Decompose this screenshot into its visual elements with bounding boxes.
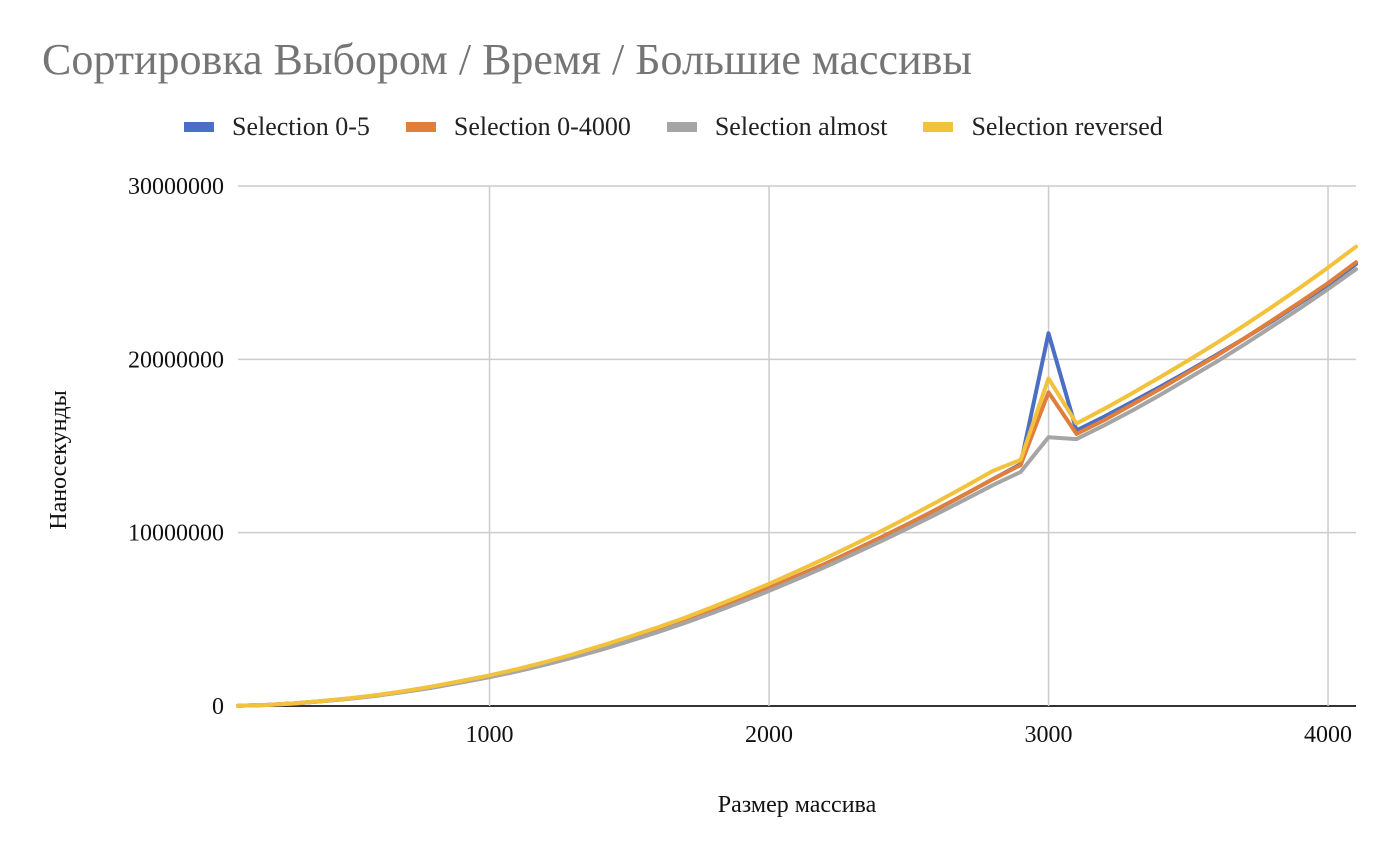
series-line-1: [236, 260, 1358, 708]
chart-title: Сортировка Выбором / Время / Большие мас…: [42, 35, 972, 84]
tick-labels: 0 10000000 20000000 30000000 1000 2000 3000 400…: [128, 174, 1352, 748]
legend-swatch: [184, 122, 214, 132]
legend-item: Selection reversed: [923, 112, 1163, 142]
chart-legend: Selection 0-5 Selection 0-4000 Selection a…: [184, 112, 1199, 142]
legend-item: Selection 0-4000: [405, 112, 631, 142]
y-tick-label: 20000000: [128, 347, 224, 373]
series-lines: [236, 244, 1358, 708]
y-tick-label: 30000000: [128, 174, 224, 200]
x-tick-label: 3000: [1025, 722, 1073, 748]
legend-item: Selection 0-5: [184, 112, 370, 142]
legend-label: Selection reversed: [971, 112, 1163, 141]
y-axis-title: Наносекунды: [46, 390, 72, 530]
y-tick-label: 0: [212, 694, 224, 720]
x-axis-title: Размер массива: [718, 792, 877, 818]
legend-label: Selection almost: [714, 112, 888, 141]
legend-swatch: [666, 122, 697, 132]
legend-swatch: [923, 122, 954, 132]
legend-label: Selection 0-4000: [453, 112, 631, 141]
x-tick-label: 4000: [1304, 722, 1352, 748]
legend-swatch: [405, 122, 436, 132]
x-tick-label: 1000: [466, 722, 514, 748]
series-line-3: [236, 244, 1358, 708]
y-tick-label: 10000000: [128, 521, 224, 547]
x-tick-label: 2000: [745, 722, 793, 748]
gridlines: [238, 185, 1356, 707]
legend-label: Selection 0-5: [232, 112, 370, 141]
series-line-2: [236, 267, 1358, 708]
legend-item: Selection almost: [666, 112, 888, 142]
series-line-0: [236, 262, 1358, 708]
